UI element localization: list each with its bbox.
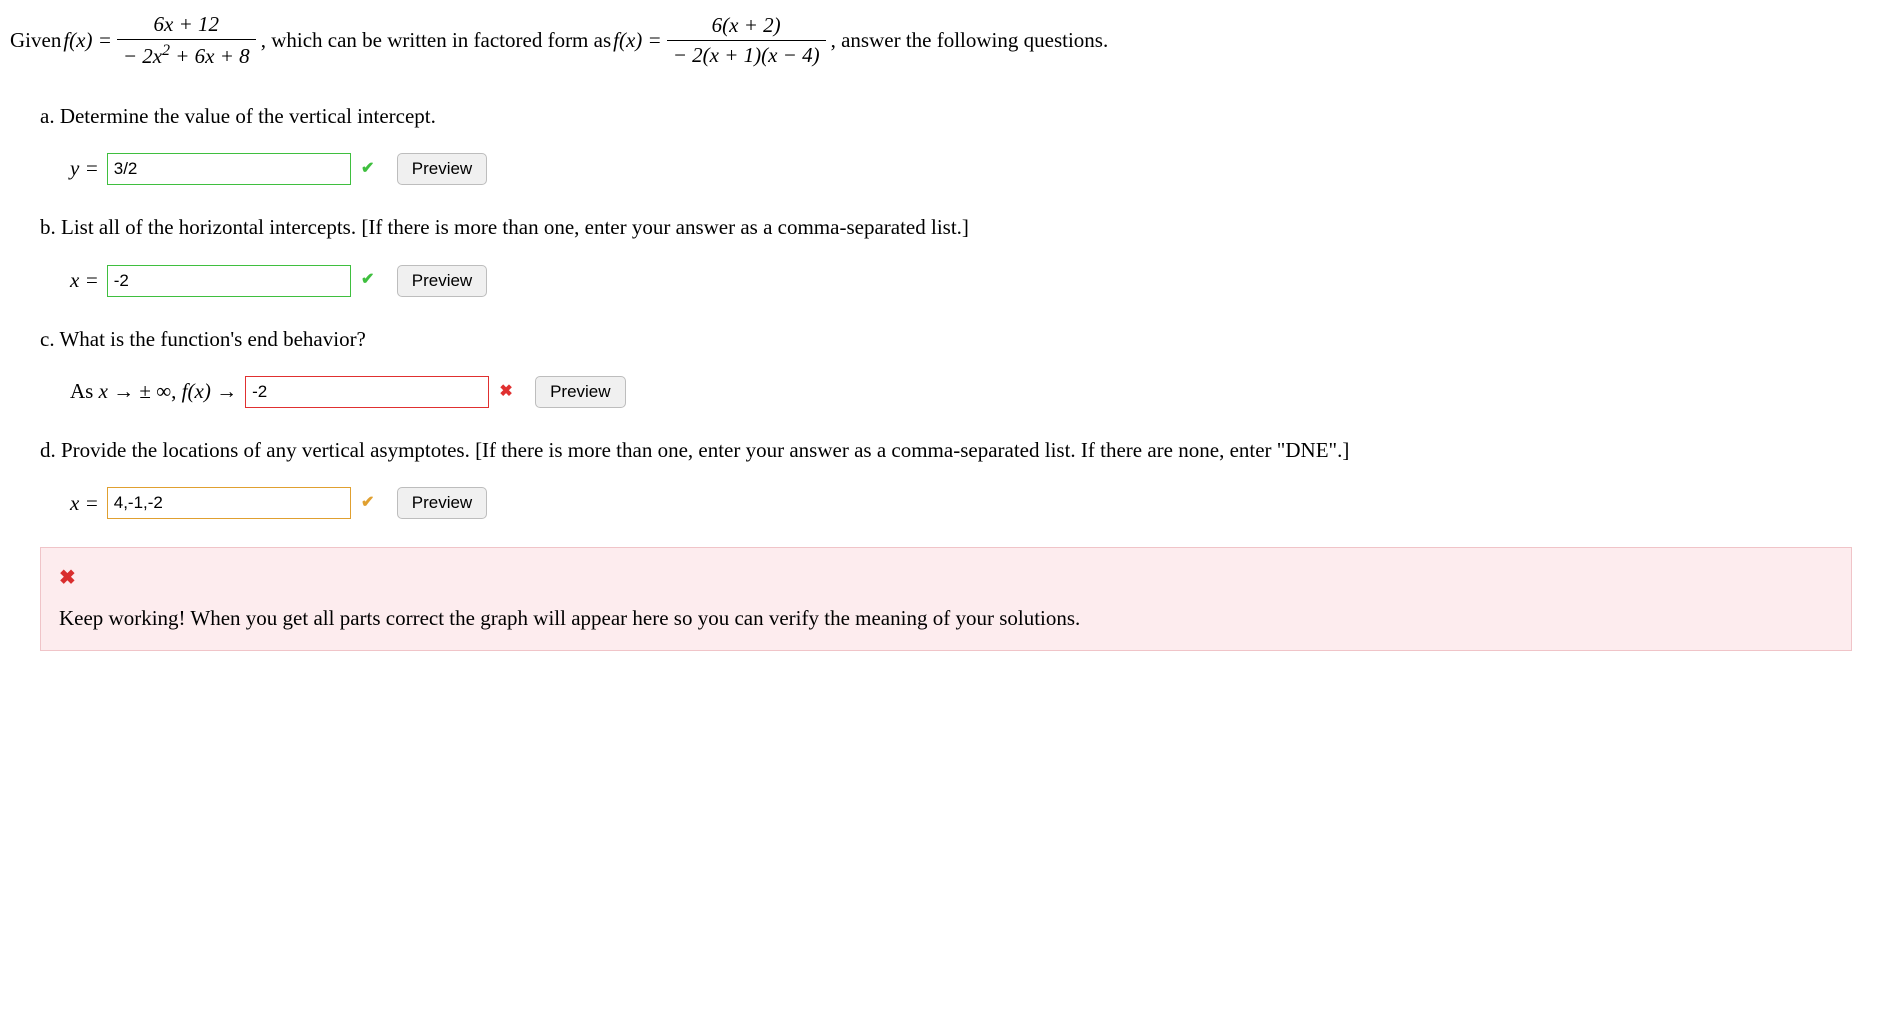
preview-button[interactable]: Preview — [535, 376, 625, 408]
question-root: Given f(x) = 6x + 12 − 2x2 + 6x + 8 , wh… — [10, 10, 1882, 651]
part-c-input[interactable] — [245, 376, 489, 408]
part-d-answer-row: x = ✔ Preview — [70, 487, 1882, 519]
part-d-input[interactable] — [107, 487, 351, 519]
lc-fx: f(x) — [182, 379, 211, 403]
part-b-answer-row: x = ✔ Preview — [70, 265, 1882, 297]
part-c-prompt: c. What is the function's end behavior? — [40, 325, 1882, 354]
fraction-2: 6(x + 2) − 2(x + 1)(x − 4) — [667, 11, 826, 71]
lc-arrow2: → — [211, 379, 237, 403]
part-a: a. Determine the value of the vertical i… — [40, 102, 1882, 185]
lc-pre: As — [70, 379, 99, 403]
fx-equals-2: f(x) = — [613, 26, 662, 55]
feedback-text: Keep working! When you get all parts cor… — [59, 606, 1080, 630]
fraction-1-num: 6x + 12 — [117, 10, 256, 40]
incorrect-icon: ✖ — [497, 381, 515, 403]
part-c: c. What is the function's end behavior? … — [40, 325, 1882, 408]
correct-icon: ✔ — [359, 269, 377, 291]
fraction-1-den: − 2x2 + 6x + 8 — [117, 40, 256, 71]
preview-button[interactable]: Preview — [397, 487, 487, 519]
fraction-2-num: 6(x + 2) — [667, 11, 826, 41]
part-d-label: x = — [70, 489, 99, 518]
part-b: b. List all of the horizontal intercepts… — [40, 213, 1882, 296]
preview-button[interactable]: Preview — [397, 153, 487, 185]
part-a-input[interactable] — [107, 153, 351, 185]
part-a-label: y = — [70, 154, 99, 183]
fraction-1: 6x + 12 − 2x2 + 6x + 8 — [117, 10, 256, 72]
frac1-den-exp: 2 — [162, 42, 170, 59]
fx-equals-1: f(x) = — [63, 26, 112, 55]
lc-x: x — [99, 379, 108, 403]
part-c-label: As x → ± ∞, f(x) → — [70, 377, 237, 406]
preview-button[interactable]: Preview — [397, 265, 487, 297]
part-a-answer-row: y = ✔ Preview — [70, 153, 1882, 185]
frac1-den-a: − 2x — [123, 44, 162, 68]
question-intro: Given f(x) = 6x + 12 − 2x2 + 6x + 8 , wh… — [10, 10, 1882, 72]
part-c-answer-row: As x → ± ∞, f(x) → ✖ Preview — [70, 376, 1882, 408]
part-b-label: x = — [70, 266, 99, 295]
incorrect-icon: ✖ — [59, 564, 1833, 592]
intro-prefix: Given — [10, 26, 61, 55]
part-b-input[interactable] — [107, 265, 351, 297]
intro-mid: , which can be written in factored form … — [261, 26, 611, 55]
fraction-2-den: − 2(x + 1)(x − 4) — [667, 41, 826, 70]
part-a-prompt: a. Determine the value of the vertical i… — [40, 102, 1882, 131]
part-b-prompt: b. List all of the horizontal intercepts… — [40, 213, 1882, 242]
correct-icon: ✔ — [359, 158, 377, 180]
lc-arrow: → ± ∞, — [108, 379, 182, 403]
part-d: d. Provide the locations of any vertical… — [40, 436, 1882, 519]
feedback-box: ✖ Keep working! When you get all parts c… — [40, 547, 1852, 650]
part-d-prompt: d. Provide the locations of any vertical… — [40, 436, 1882, 465]
partial-icon: ✔ — [359, 492, 377, 514]
frac1-den-b: + 6x + 8 — [170, 44, 250, 68]
intro-suffix: , answer the following questions. — [831, 26, 1109, 55]
